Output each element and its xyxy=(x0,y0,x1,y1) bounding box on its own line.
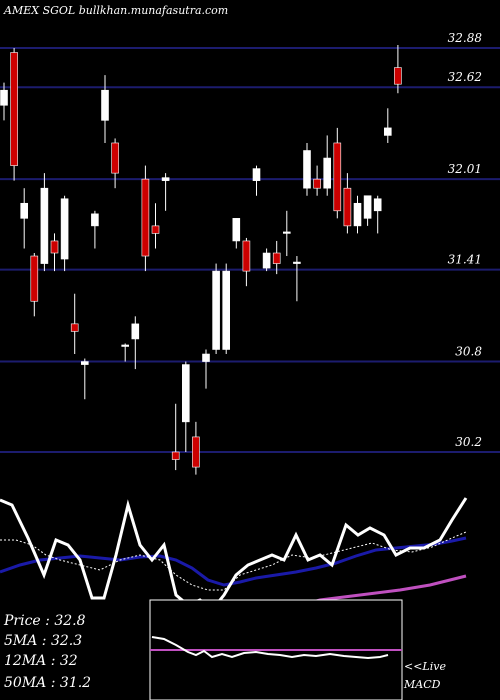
candle-body-bull xyxy=(202,353,210,362)
price-level-label: 30.2 xyxy=(455,435,482,449)
candle xyxy=(373,195,382,234)
candle xyxy=(363,195,372,226)
candle xyxy=(272,240,281,275)
candle xyxy=(323,135,332,196)
candle-body-bull xyxy=(161,177,170,181)
candle xyxy=(252,165,261,196)
candle xyxy=(282,210,291,257)
ma-fast-line xyxy=(0,497,468,613)
price-level-label: 30.8 xyxy=(455,345,482,359)
candle xyxy=(30,253,39,317)
candle-body-bull xyxy=(20,202,29,219)
candle-body-bull xyxy=(252,168,261,181)
candle xyxy=(313,165,321,196)
candle-body-bear xyxy=(171,451,180,460)
price-level-label: 31.41 xyxy=(448,253,482,267)
candle xyxy=(242,237,251,287)
candle-body-bull xyxy=(293,261,301,264)
candle-body-bear xyxy=(394,67,402,85)
candle-body-bull xyxy=(383,127,392,136)
candle-body-bull xyxy=(373,198,382,212)
candle xyxy=(111,138,119,189)
ma-dotted-line xyxy=(0,531,467,591)
candle xyxy=(383,108,392,143)
candle xyxy=(222,263,230,355)
candle xyxy=(101,75,109,143)
candle-body-bear xyxy=(50,240,59,254)
stat-price: Price : 32.8 xyxy=(3,613,86,629)
price-level-label: 32.62 xyxy=(448,70,482,84)
candle xyxy=(394,44,402,94)
candle xyxy=(131,316,140,370)
candle xyxy=(0,82,8,121)
candle xyxy=(50,233,59,272)
stat-ma50: 50MA : 31.2 xyxy=(4,675,91,691)
candle xyxy=(212,263,220,355)
candle-body-bull xyxy=(81,361,89,365)
candle-body-bear xyxy=(313,178,321,189)
candle-body-bear xyxy=(141,178,150,257)
candle xyxy=(70,293,79,355)
candle xyxy=(192,421,200,475)
candle-body-bear xyxy=(333,142,342,212)
candle xyxy=(182,361,190,452)
candle-body-bull xyxy=(282,231,291,234)
candle-body-bear xyxy=(111,142,119,174)
candle-body-bull xyxy=(0,89,8,106)
candle-body-bear xyxy=(272,252,281,264)
candle-body-bull xyxy=(323,157,332,189)
candle-body-bull xyxy=(101,89,109,121)
candle-body-bull xyxy=(212,270,220,350)
candle xyxy=(343,173,352,234)
candle xyxy=(262,248,271,272)
candle xyxy=(10,48,18,181)
candle xyxy=(40,173,49,272)
candle-body-bear xyxy=(10,52,18,166)
candle-body-bull xyxy=(363,195,372,219)
candle xyxy=(20,188,29,249)
candle-body-bull xyxy=(262,252,271,269)
candle-body-bull xyxy=(303,150,311,189)
macd-line xyxy=(151,636,389,660)
symbol-header: AMEX SGOL bullkhan.munafasutra.com xyxy=(4,4,229,17)
candle xyxy=(161,173,170,211)
candle xyxy=(353,195,362,234)
candle-body-bull xyxy=(182,364,190,423)
price-level-label: 32.88 xyxy=(448,31,483,45)
candle xyxy=(303,142,311,196)
candle-body-bull xyxy=(222,270,230,350)
macd-label: MACD xyxy=(403,678,441,691)
stat-ma12: 12MA : 32 xyxy=(4,653,78,669)
candle-body-bear xyxy=(343,187,352,227)
stat-ma5: 5MA : 32.3 xyxy=(4,633,82,649)
candle xyxy=(171,403,180,471)
candle-body-bull xyxy=(232,218,241,242)
candle xyxy=(141,165,150,272)
candle xyxy=(232,218,241,249)
macd-live-label: <<Live xyxy=(404,660,446,673)
candle xyxy=(81,358,89,400)
candle xyxy=(121,343,129,362)
candle-body-bull xyxy=(353,202,362,227)
candle xyxy=(202,349,210,389)
candle-body-bull xyxy=(60,198,69,260)
candle-body-bear xyxy=(151,225,160,234)
candle-body-bull xyxy=(121,344,129,347)
candle xyxy=(333,127,342,219)
candle-body-bull xyxy=(91,213,99,227)
candle xyxy=(91,210,99,249)
candle-body-bull xyxy=(40,187,49,264)
candle-body-bear xyxy=(192,436,200,468)
candle-body-bear xyxy=(30,255,39,302)
candle xyxy=(293,256,301,302)
price-level-label: 32.01 xyxy=(448,162,482,176)
candle-body-bear xyxy=(242,240,251,272)
candle-body-bull xyxy=(131,323,140,340)
candle xyxy=(151,203,160,249)
candle-body-bear xyxy=(70,323,79,332)
candle xyxy=(60,195,69,272)
